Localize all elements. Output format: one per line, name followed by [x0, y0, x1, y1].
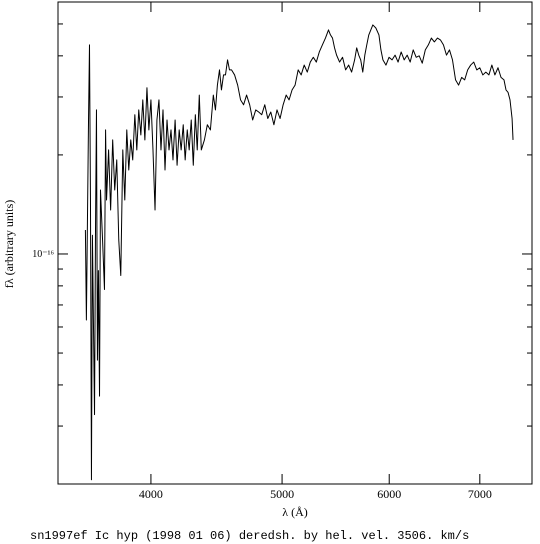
plot-frame: [57, 1, 533, 485]
y-tick-label: 10⁻¹⁶: [32, 249, 54, 260]
x-tick-label: 5000: [270, 487, 294, 501]
caption: sn1997ef Ic hyp (1998 01 06) deredsh. by…: [30, 529, 469, 543]
spectrum-line: [84, 24, 514, 481]
x-tick-label: 4000: [139, 487, 163, 501]
x-tick-label: 6000: [377, 487, 401, 501]
y-axis-label: fλ (arbitrary units): [2, 200, 16, 288]
x-axis-label: λ (Å): [282, 505, 307, 519]
x-tick-label: 7000: [468, 487, 492, 501]
